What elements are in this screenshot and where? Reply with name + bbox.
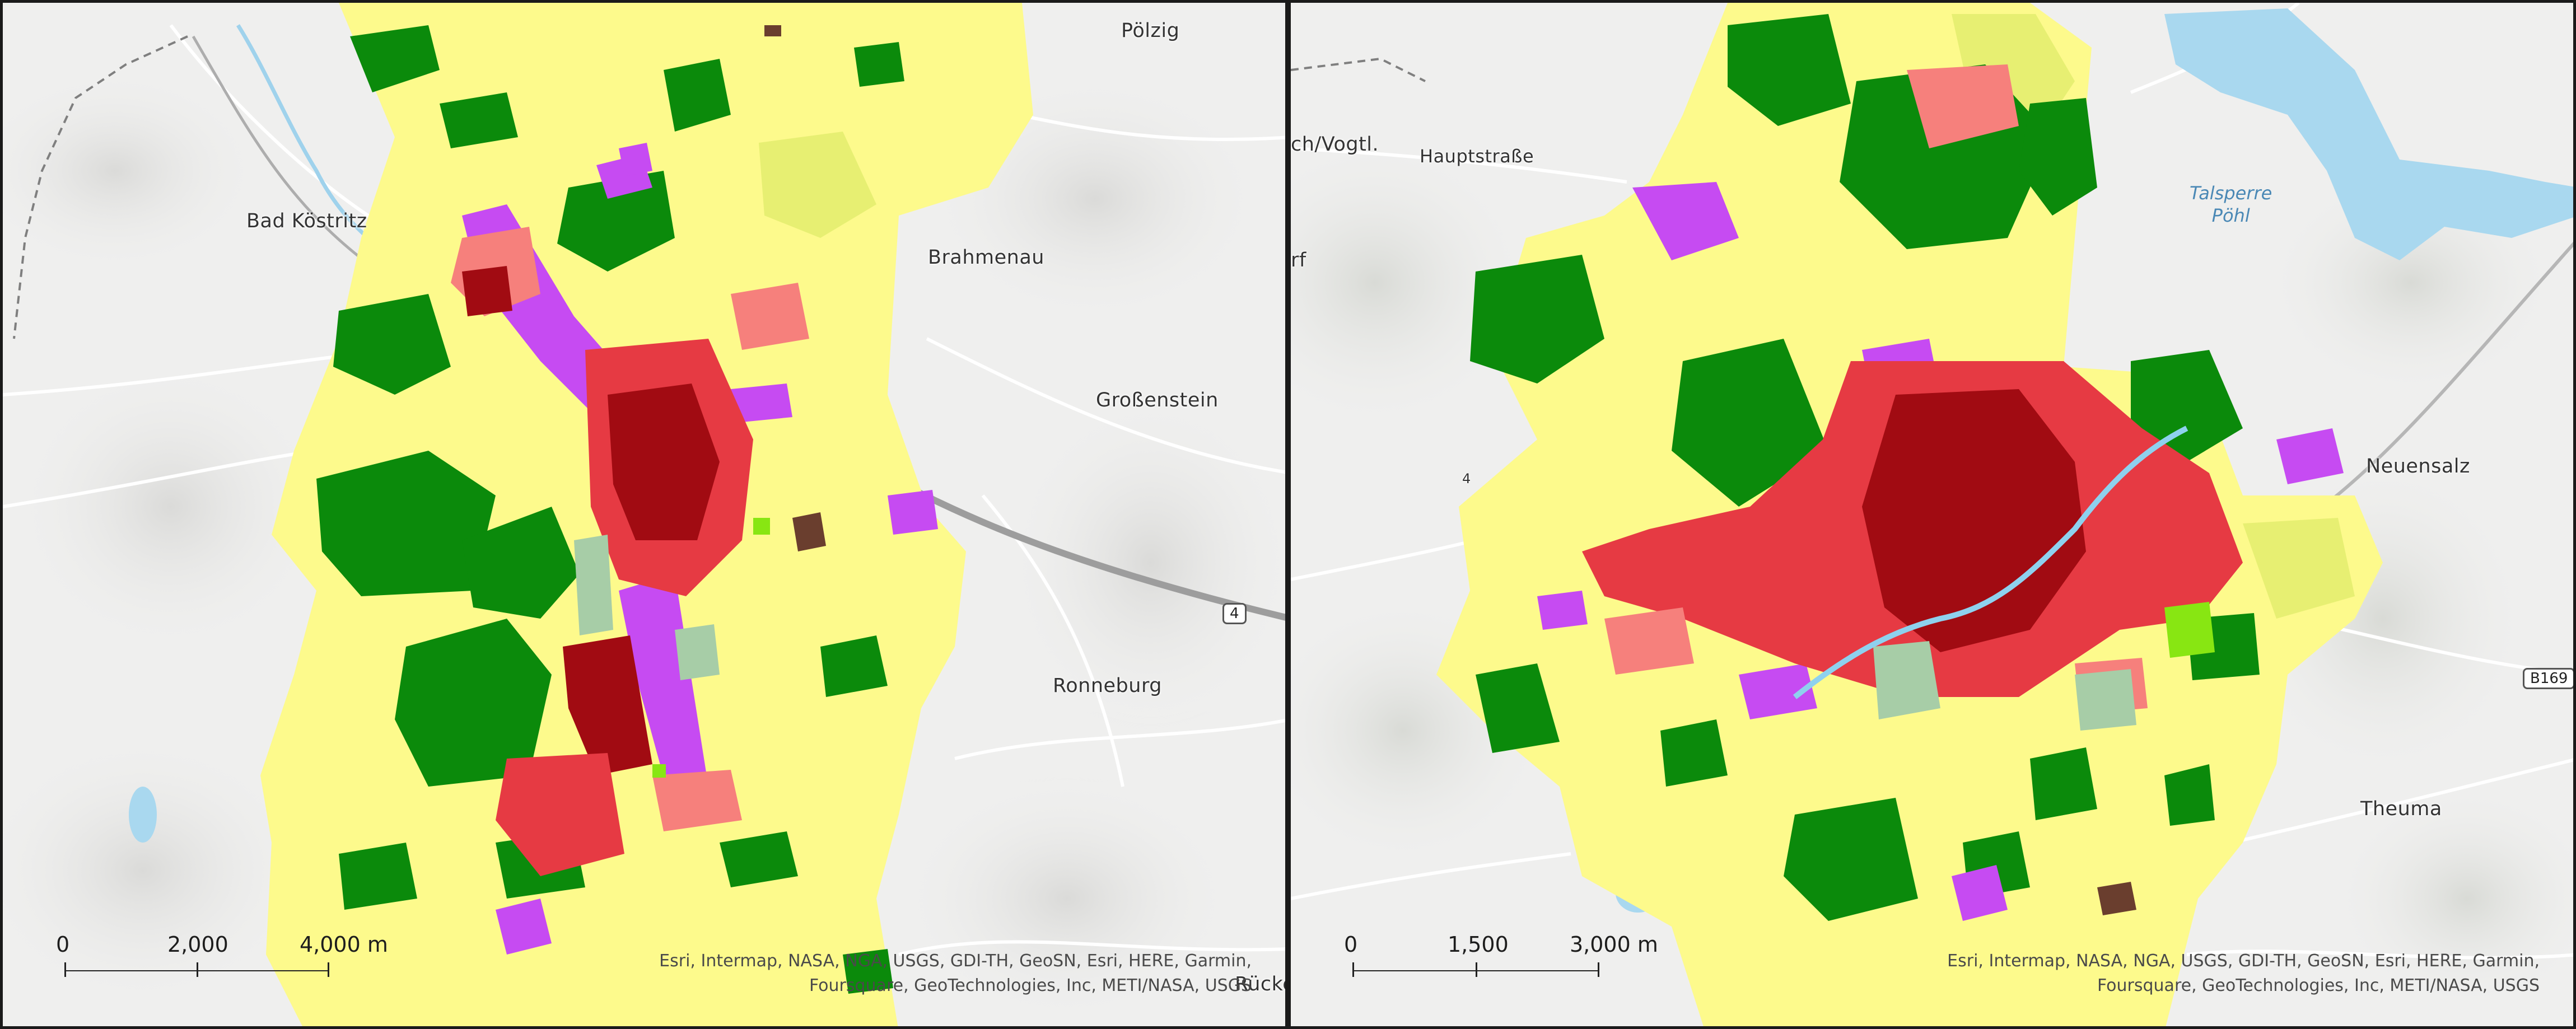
scale-label-max: 4,000 m xyxy=(300,932,388,957)
basemap-left xyxy=(3,3,1285,1026)
mine-right xyxy=(2097,882,2136,915)
grassland-right-2 xyxy=(2243,518,2355,619)
place-label-ruecke: Rücke xyxy=(1235,973,1285,995)
boundary-left xyxy=(13,35,188,339)
place-label-poelzig: Pölzig xyxy=(1121,20,1180,42)
hillshade-left xyxy=(3,70,1285,1022)
place-label-brahmenau: Brahmenau xyxy=(928,246,1044,269)
forest-right xyxy=(1470,14,2260,921)
scale-tick xyxy=(1476,962,1477,977)
place-label-theuma: Theuma xyxy=(2360,798,2442,820)
place-label-bad-koestritz: Bad Köstritz xyxy=(246,210,367,232)
landuse-left xyxy=(260,3,1033,1026)
urban-left xyxy=(451,227,809,876)
map-panel-left[interactable]: Pölzig Bad Köstritz Brahmenau Großenstei… xyxy=(0,0,1288,1029)
hillshade-right xyxy=(1291,137,2573,1011)
attribution-line: Esri, Intermap, NASA, NGA, USGS, GDI-TH,… xyxy=(659,951,1252,971)
water-label-line: Talsperre xyxy=(2190,183,2272,204)
scale-label-0: 0 xyxy=(1344,932,1358,957)
place-label-neuensalz: Neuensalz xyxy=(2366,455,2470,478)
scale-label-mid: 1,500 xyxy=(1448,932,1509,957)
attribution-line: Esri, Intermap, NASA, NGA, USGS, GDI-TH,… xyxy=(1947,951,2540,971)
river-right xyxy=(1793,425,2188,699)
water-label-talsperre-poehl: Talsperre Pöhl xyxy=(2190,182,2272,227)
green-urban-left xyxy=(574,535,720,680)
place-label-vogtl: ch/Vogtl. xyxy=(1291,133,1379,156)
railway-left xyxy=(192,35,396,284)
grassland-left xyxy=(759,132,876,238)
scale-tick xyxy=(64,962,66,977)
scale-tick xyxy=(1598,962,1599,977)
forest-left xyxy=(316,25,904,994)
scale-tick xyxy=(1352,962,1354,977)
scale-label-mid: 2,000 xyxy=(167,932,228,957)
scale-label-max: 3,000 m xyxy=(1570,932,1658,957)
road-number-4: 4 xyxy=(1462,471,1471,487)
sports-left xyxy=(652,518,770,778)
water-label-line: Pöhl xyxy=(2211,205,2250,226)
place-label-ronneburg: Ronneburg xyxy=(1053,675,1162,697)
mine-left xyxy=(764,25,826,551)
scale-tick xyxy=(328,962,329,977)
road-label-hauptstrasse: Hauptstraße xyxy=(1420,146,1534,167)
scale-tick xyxy=(197,962,198,977)
pond-left xyxy=(129,787,157,843)
green-urban-right xyxy=(1873,641,2136,731)
water-pohl xyxy=(2164,8,2573,260)
attribution-right: Esri, Intermap, NASA, NGA, USGS, GDI-TH,… xyxy=(1947,949,2540,998)
place-label-rf: rf xyxy=(1291,249,1306,272)
road-shield-b169: B169 xyxy=(2523,668,2573,689)
boundary-right xyxy=(1291,57,1426,82)
attribution-line: Foursquare, GeoTechnologies, Inc, METI/N… xyxy=(2097,976,2540,995)
map-panel-right[interactable]: ch/Vogtl. Hauptstraße rf Neuensalz Theum… xyxy=(1288,0,2576,1029)
basemap-right xyxy=(1291,3,2573,1026)
place-label-grossenstein: Großenstein xyxy=(1096,389,1219,411)
attribution-line: Foursquare, GeoTechnologies, Inc, METI/N… xyxy=(809,976,1252,995)
sports-right xyxy=(2164,602,2215,658)
scale-label-0: 0 xyxy=(56,932,70,957)
road-shield-4: 4 xyxy=(1222,603,1247,624)
attribution-left: Esri, Intermap, NASA, NGA, USGS, GDI-TH,… xyxy=(659,949,1252,998)
landuse-right xyxy=(1436,3,2383,1026)
